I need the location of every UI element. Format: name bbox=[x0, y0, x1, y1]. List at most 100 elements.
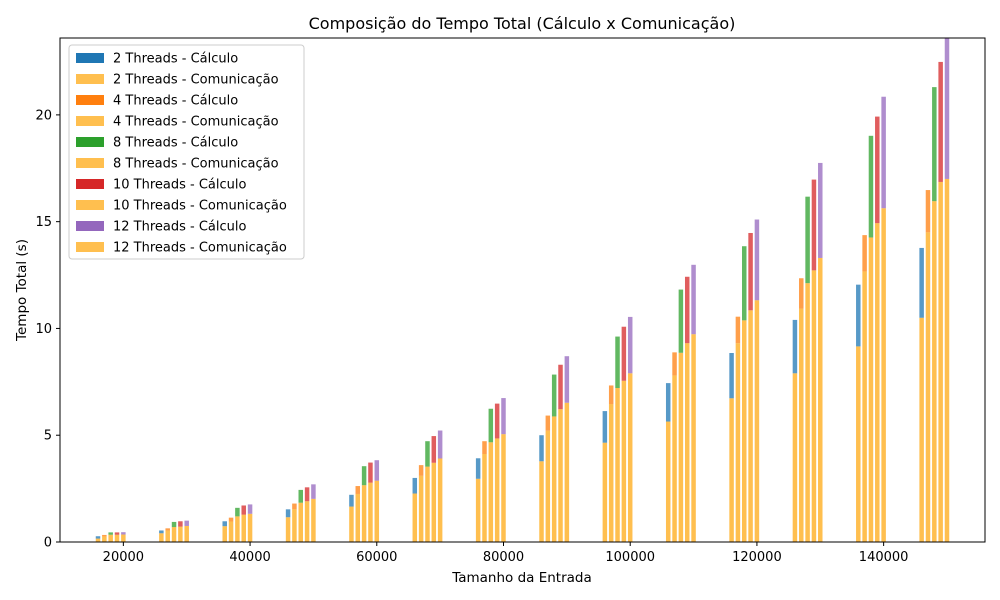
plot-frame bbox=[59, 37, 986, 543]
bar-calc-2t-9 bbox=[665, 383, 671, 422]
x-axis-label: Tamanho da Entrada bbox=[451, 570, 592, 586]
legend-label-3: 4 Threads - Comunicação bbox=[113, 115, 279, 130]
bar-calc-10t-4 bbox=[368, 462, 373, 483]
bar-calc-12t-2 bbox=[247, 504, 253, 514]
bar-comm-10t-5 bbox=[431, 462, 437, 542]
bar-calc-4t-0 bbox=[102, 534, 107, 537]
bar-calc-10t-11 bbox=[811, 179, 817, 271]
legend-label-1: 2 Threads - Comunicação bbox=[113, 73, 279, 88]
bar-comm-12t-6 bbox=[501, 434, 506, 542]
bar-calc-8t-10 bbox=[742, 246, 747, 321]
bar-comm-2t-7 bbox=[539, 461, 544, 542]
bar-comm-8t-4 bbox=[361, 485, 367, 542]
bar-comm-12t-3 bbox=[311, 498, 316, 542]
bar-comm-4t-4 bbox=[355, 493, 361, 542]
bar-comm-10t-6 bbox=[494, 438, 500, 542]
bar-comm-8t-13 bbox=[932, 201, 937, 542]
bar-comm-4t-5 bbox=[418, 475, 424, 542]
bar-comm-4t-12 bbox=[862, 271, 867, 542]
bar-comm-8t-11 bbox=[805, 283, 810, 542]
bar-calc-12t-13 bbox=[944, 38, 950, 179]
bar-comm-8t-3 bbox=[298, 502, 303, 542]
bar-calc-12t-10 bbox=[754, 219, 760, 301]
legend-swatch-5 bbox=[76, 158, 104, 168]
legend-swatch-1 bbox=[76, 74, 104, 84]
bar-calc-8t-0 bbox=[108, 532, 113, 535]
bar-calc-4t-2 bbox=[228, 517, 234, 522]
bar-comm-8t-1 bbox=[171, 527, 177, 542]
bar-comm-2t-8 bbox=[602, 442, 608, 542]
bar-comm-4t-3 bbox=[292, 509, 297, 542]
bar-comm-4t-6 bbox=[482, 454, 487, 542]
bar-calc-8t-7 bbox=[551, 374, 557, 417]
bar-comm-10t-10 bbox=[748, 310, 753, 542]
bar-comm-2t-3 bbox=[285, 517, 291, 542]
bar-calc-10t-8 bbox=[621, 326, 627, 381]
bar-calc-12t-1 bbox=[184, 520, 189, 526]
legend-swatch-4 bbox=[76, 137, 104, 147]
legend-label-4: 8 Threads - Cálculo bbox=[113, 136, 238, 151]
x-tick-label-4: 100000 bbox=[605, 550, 655, 565]
bar-calc-10t-0 bbox=[114, 532, 120, 535]
bar-comm-10t-1 bbox=[178, 526, 183, 542]
bar-comm-12t-11 bbox=[818, 257, 823, 542]
legend-swatch-6 bbox=[76, 179, 104, 189]
bar-comm-8t-12 bbox=[868, 237, 874, 542]
bar-comm-10t-12 bbox=[875, 223, 880, 542]
bar-calc-2t-1 bbox=[159, 530, 164, 534]
bar-comm-2t-1 bbox=[159, 533, 164, 542]
legend-box bbox=[68, 44, 305, 260]
bar-calc-2t-8 bbox=[602, 411, 608, 443]
bar-calc-12t-0 bbox=[121, 532, 126, 535]
bar-comm-8t-7 bbox=[551, 416, 557, 542]
bar-comm-2t-0 bbox=[95, 538, 101, 542]
bar-calc-10t-12 bbox=[875, 116, 880, 224]
bar-comm-12t-9 bbox=[691, 334, 696, 542]
legend-swatch-2 bbox=[76, 95, 104, 105]
bar-calc-2t-7 bbox=[539, 435, 544, 462]
bar-calc-12t-7 bbox=[564, 356, 570, 403]
bar-comm-12t-7 bbox=[564, 402, 570, 542]
legend-label-9: 12 Threads - Comunicação bbox=[113, 241, 287, 256]
bar-calc-4t-9 bbox=[672, 352, 677, 376]
bar-comm-12t-12 bbox=[881, 208, 886, 542]
bar-comm-4t-1 bbox=[165, 530, 170, 542]
x-tick-label-3: 80000 bbox=[483, 550, 524, 565]
bar-calc-4t-10 bbox=[735, 316, 741, 344]
legend-swatch-7 bbox=[76, 200, 104, 210]
bar-calc-8t-5 bbox=[425, 441, 430, 467]
bar-comm-12t-13 bbox=[944, 178, 950, 542]
bar-calc-10t-1 bbox=[178, 521, 183, 527]
legend-label-7: 10 Threads - Comunicação bbox=[113, 199, 287, 214]
bar-calc-10t-6 bbox=[494, 403, 500, 439]
x-tick-label-6: 140000 bbox=[859, 550, 909, 565]
x-tick-label-2: 60000 bbox=[356, 550, 397, 565]
legend-label-8: 12 Threads - Cálculo bbox=[113, 220, 247, 235]
y-tick-label-2: 10 bbox=[35, 322, 52, 337]
bar-comm-12t-1 bbox=[184, 525, 189, 542]
y-tick-label-0: 0 bbox=[44, 536, 52, 551]
y-tick-label-3: 15 bbox=[35, 215, 52, 230]
bar-calc-2t-12 bbox=[856, 284, 861, 347]
bar-calc-4t-1 bbox=[165, 528, 170, 531]
bars-layer bbox=[95, 38, 950, 542]
bar-comm-8t-0 bbox=[108, 534, 113, 542]
bar-comm-10t-0 bbox=[114, 534, 120, 542]
bar-calc-2t-2 bbox=[222, 521, 227, 527]
bar-comm-12t-2 bbox=[247, 513, 253, 542]
bar-calc-8t-13 bbox=[932, 87, 937, 202]
bar-calc-2t-10 bbox=[729, 353, 734, 399]
bar-comm-12t-4 bbox=[374, 480, 380, 542]
bar-calc-4t-7 bbox=[545, 415, 551, 431]
bar-calc-8t-11 bbox=[805, 196, 810, 284]
legend-label-0: 2 Threads - Cálculo bbox=[113, 52, 238, 67]
bar-calc-4t-4 bbox=[355, 486, 361, 494]
bar-calc-10t-9 bbox=[684, 276, 690, 344]
bar-calc-12t-3 bbox=[311, 484, 316, 499]
bar-calc-2t-11 bbox=[792, 319, 798, 374]
bar-comm-8t-8 bbox=[615, 388, 620, 542]
bar-calc-8t-1 bbox=[171, 521, 177, 528]
bar-comm-10t-13 bbox=[938, 181, 943, 542]
bar-calc-8t-3 bbox=[298, 489, 303, 503]
